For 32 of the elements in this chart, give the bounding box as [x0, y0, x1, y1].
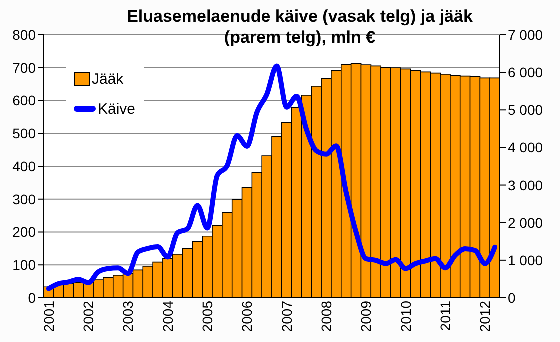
y2-tick-label: 1 000	[508, 252, 544, 268]
legend-label: Käive	[98, 100, 136, 118]
legend-label: Jääk	[92, 70, 124, 88]
y-tick-label: 500	[12, 126, 36, 142]
y2-tick-label: 0	[508, 290, 516, 306]
x-tick-label: 2003	[120, 300, 136, 332]
chart-title: Eluasemelaenude käive (vasak telg) ja jääk (parem telg), mln €	[126, 6, 474, 48]
y2-tick-label: 6 000	[508, 64, 544, 81]
x-tick-label: 2010	[398, 300, 414, 332]
x-tick-label: 2005	[200, 300, 216, 332]
x-tick-label: 2008	[318, 300, 334, 332]
y2-tick-label: 2 000	[508, 214, 544, 231]
y2-tick-label: 7 000	[508, 26, 544, 43]
y-tick-label: 100	[12, 257, 36, 274]
x-tick-label: 2002	[80, 300, 97, 332]
x-tick-label: 2001	[40, 300, 57, 332]
x-tick-label: 2009	[358, 300, 374, 332]
y-tick-label: 600	[12, 92, 36, 109]
y2-tick-label: 4 000	[508, 140, 544, 156]
y-tick-label: 400	[12, 158, 36, 174]
y-tick-label: 200	[12, 224, 36, 240]
y-tick-label: 800	[12, 26, 36, 43]
y2-tick-label: 5 000	[508, 102, 544, 118]
x-tick-label: 2011	[437, 300, 454, 332]
y-tick-label: 300	[12, 191, 36, 208]
y-tick-label: 0	[28, 290, 36, 306]
x-tick-label: 2006	[239, 300, 256, 332]
x-tick-label: 2012	[477, 300, 494, 332]
y-tick-label: 700	[12, 60, 36, 76]
x-tick-label: 2004	[160, 300, 176, 332]
y2-tick-label: 3 000	[508, 177, 544, 194]
x-tick-label: 2007	[278, 300, 295, 332]
